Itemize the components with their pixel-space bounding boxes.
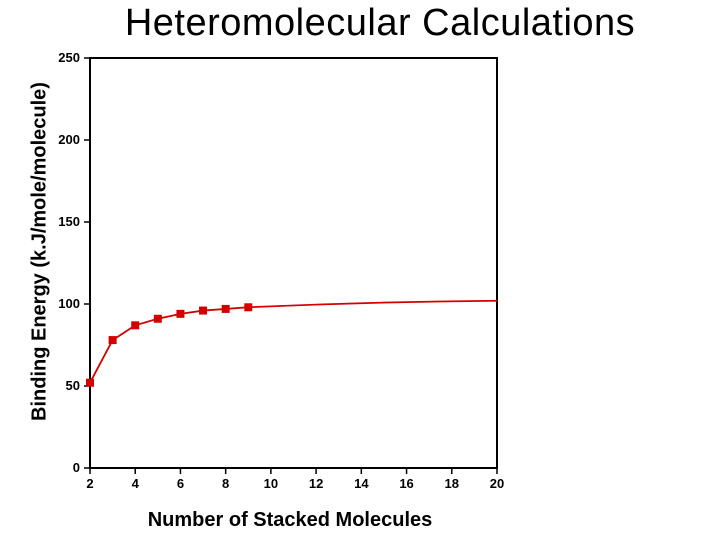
y-tick-label: 150 — [58, 214, 80, 229]
series-marker — [154, 315, 161, 322]
x-tick-label: 10 — [264, 476, 278, 491]
series-marker — [222, 305, 229, 312]
x-tick-label: 4 — [132, 476, 140, 491]
series-marker — [132, 322, 139, 329]
page-root: Heteromolecular Calculations Binding Ene… — [0, 0, 720, 540]
x-tick-label: 6 — [177, 476, 184, 491]
x-axis-label: Number of Stacked Molecules — [90, 509, 490, 532]
x-tick-label: 20 — [490, 476, 504, 491]
plot-background — [90, 58, 497, 468]
series-marker — [200, 307, 207, 314]
series-marker — [177, 310, 184, 317]
chart-svg: 2468101214161820050100150200250 — [42, 48, 512, 508]
x-tick-label: 2 — [86, 476, 93, 491]
y-tick-label: 50 — [66, 378, 80, 393]
y-tick-label: 0 — [73, 460, 80, 475]
y-tick-label: 100 — [58, 296, 80, 311]
x-tick-label: 14 — [354, 476, 369, 491]
chart-container: 2468101214161820050100150200250 — [42, 48, 512, 508]
x-tick-label: 18 — [445, 476, 459, 491]
series-marker — [87, 379, 94, 386]
x-tick-label: 16 — [399, 476, 413, 491]
chart-title: Heteromolecular Calculations — [0, 2, 720, 45]
series-marker — [245, 304, 252, 311]
x-tick-label: 12 — [309, 476, 323, 491]
y-tick-label: 200 — [58, 132, 80, 147]
y-tick-label: 250 — [58, 50, 80, 65]
x-tick-label: 8 — [222, 476, 229, 491]
series-marker — [109, 337, 116, 344]
